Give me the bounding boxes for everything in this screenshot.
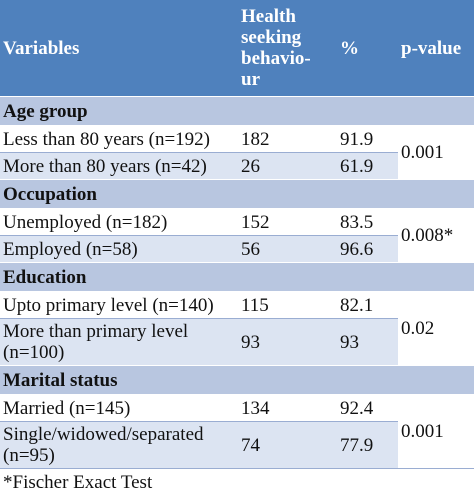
header-hsb-line-1: Health [241,6,296,27]
row-count: 93 [238,319,318,366]
footnote-row: *Fischer Exact Test [0,469,474,495]
row-count: 74 [238,422,318,469]
header-row: Variables Health seeking behavio- ur % p… [0,0,474,97]
footnote: *Fischer Exact Test [0,469,474,495]
row-percent: 91.9 [318,126,398,153]
row-percent: 82.1 [318,292,398,319]
section-title: Occupation [0,180,474,209]
row-percent: 77.9 [318,422,398,469]
row-label: Upto primary level (n=140) [0,292,238,319]
section-row-education: Education [0,263,474,292]
row-count: 182 [238,126,318,153]
section-row-age-group: Age group [0,97,474,126]
section-title: Age group [0,97,474,126]
row-count: 26 [238,153,318,180]
row-p-value: 0.02 [398,292,474,366]
row-percent: 96.6 [318,236,398,263]
table-row: Married (n=145) 134 92.4 0.001 [0,395,474,422]
row-count: 134 [238,395,318,422]
row-percent: 93 [318,319,398,366]
section-row-occupation: Occupation [0,180,474,209]
row-p-value: 0.001 [398,126,474,180]
header-health-seeking-behaviour: Health seeking behavio- ur [238,0,318,97]
row-label: More than primary level (n=100) [0,319,238,366]
row-p-value: 0.008* [398,209,474,263]
header-variables: Variables [0,0,238,97]
row-label: More than 80 years (n=42) [0,153,238,180]
header-percent: % [318,0,398,97]
row-label: Employed (n=58) [0,236,238,263]
table-row: Less than 80 years (n=192) 182 91.9 0.00… [0,126,474,153]
row-count: 56 [238,236,318,263]
table-row: Upto primary level (n=140) 115 82.1 0.02 [0,292,474,319]
header-hsb-line-3: behavio- [241,48,311,69]
section-row-marital-status: Marital status [0,366,474,395]
section-title: Marital status [0,366,474,395]
row-percent: 83.5 [318,209,398,236]
row-count: 152 [238,209,318,236]
row-percent: 92.4 [318,395,398,422]
row-label: Married (n=145) [0,395,238,422]
header-hsb-line-4: ur [241,69,260,90]
row-count: 115 [238,292,318,319]
table-row: Unemployed (n=182) 152 83.5 0.008* [0,209,474,236]
header-hsb-line-2: seeking [241,27,301,48]
header-p-value: p-value [398,0,474,97]
row-p-value: 0.001 [398,395,474,469]
section-title: Education [0,263,474,292]
row-percent: 61.9 [318,153,398,180]
row-label: Unemployed (n=182) [0,209,238,236]
row-label: Single/widowed/separated (n=95) [0,422,238,469]
row-label: Less than 80 years (n=192) [0,126,238,153]
